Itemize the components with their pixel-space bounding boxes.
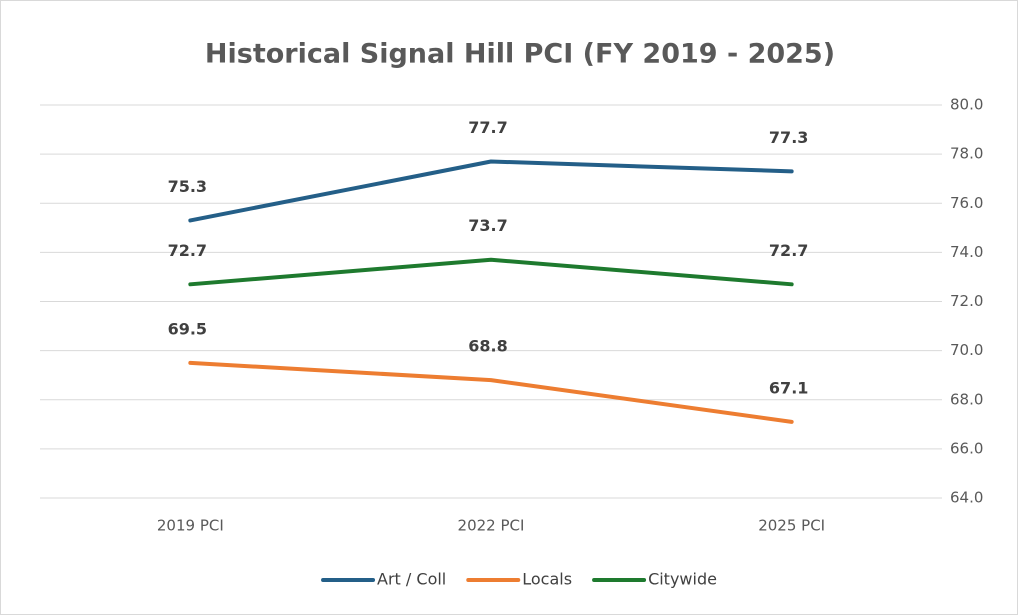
series-line (188, 159, 794, 223)
y-tick-label: 80.0 (950, 96, 983, 114)
data-label: 68.8 (468, 337, 507, 356)
chart-title: Historical Signal Hill PCI (FY 2019 - 20… (205, 39, 835, 70)
data-label: 67.1 (769, 378, 808, 397)
y-tick-label: 64.0 (950, 489, 983, 507)
data-label: 77.7 (468, 118, 507, 137)
data-label: 75.3 (168, 177, 207, 196)
data-label: 72.7 (168, 241, 207, 260)
y-tick-label: 78.0 (950, 145, 983, 163)
data-label: 72.7 (769, 241, 808, 260)
legend-label: Citywide (648, 570, 717, 589)
series-line (188, 360, 794, 424)
data-label: 69.5 (168, 319, 207, 338)
y-tick-label: 76.0 (950, 194, 983, 212)
legend-label: Art / Coll (377, 570, 446, 589)
y-tick-label: 68.0 (950, 390, 983, 408)
series-line (188, 257, 794, 287)
x-tick-label: 2025 PCI (758, 517, 825, 535)
data-label: 77.3 (769, 128, 808, 147)
y-tick-label: 66.0 (950, 439, 983, 457)
legend-label: Locals (522, 570, 572, 589)
y-tick-label: 74.0 (950, 243, 983, 261)
x-tick-label: 2019 PCI (157, 517, 224, 535)
y-tick-label: 72.0 (950, 292, 983, 310)
x-tick-label: 2022 PCI (458, 517, 525, 535)
y-tick-label: 70.0 (950, 341, 983, 359)
data-label: 73.7 (468, 216, 507, 235)
